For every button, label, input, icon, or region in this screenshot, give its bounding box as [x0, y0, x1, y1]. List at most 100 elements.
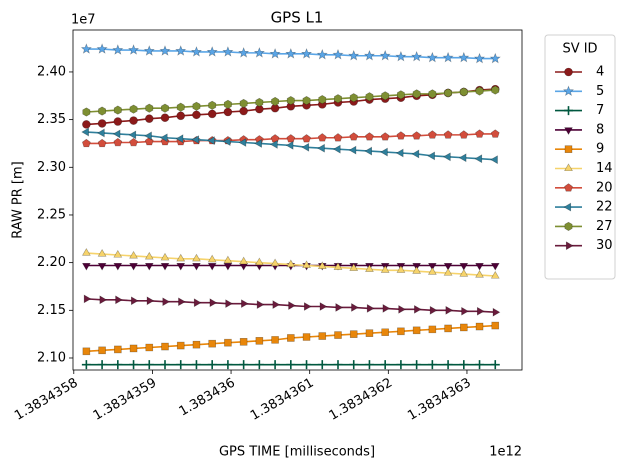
data-point — [113, 262, 123, 271]
chart-title: GPS L1 — [271, 9, 324, 27]
data-point — [316, 48, 328, 60]
data-point — [317, 360, 327, 370]
data-point — [379, 49, 391, 61]
data-point — [382, 303, 391, 313]
data-point — [318, 332, 327, 340]
data-point — [97, 262, 107, 271]
data-point — [129, 250, 138, 259]
y-tick-label: 2.20 — [37, 255, 66, 270]
data-point — [206, 46, 218, 57]
data-point — [412, 360, 422, 370]
data-point — [176, 341, 185, 350]
data-point — [81, 248, 91, 256]
data-point — [224, 338, 232, 347]
y-tick-label: 2.10 — [37, 350, 66, 365]
data-point — [239, 256, 249, 265]
plot-frame — [72, 29, 523, 371]
data-point — [160, 113, 170, 123]
data-point — [99, 295, 108, 305]
data-point — [81, 127, 89, 137]
legend-marker — [564, 67, 573, 77]
legend-marker — [564, 163, 573, 172]
data-point — [381, 91, 390, 101]
data-point — [144, 251, 154, 260]
legend-title: SV ID — [562, 42, 597, 57]
legend-label: 9 — [596, 142, 604, 157]
data-point — [191, 135, 200, 145]
x-tick-label: 1.383436 — [177, 376, 238, 420]
y-tick-label: 2.35 — [37, 112, 66, 127]
data-point — [223, 360, 233, 370]
data-point — [113, 105, 122, 115]
data-point — [334, 331, 342, 339]
data-point — [444, 88, 453, 98]
data-point — [459, 87, 468, 97]
data-point — [83, 294, 92, 304]
data-point — [459, 262, 469, 271]
data-point — [128, 130, 137, 140]
data-point — [427, 267, 437, 275]
data-point — [113, 360, 123, 370]
data-point — [349, 330, 358, 338]
legend-marker — [564, 145, 573, 153]
y-offset-label: 1e7 — [71, 13, 96, 28]
data-point — [302, 333, 311, 341]
data-point — [207, 136, 215, 146]
data-point — [490, 270, 500, 279]
data-point — [489, 52, 501, 64]
data-point — [81, 360, 91, 370]
data-point — [192, 101, 201, 111]
data-point — [366, 303, 375, 313]
data-point — [255, 97, 264, 108]
data-point — [475, 262, 484, 271]
data-point — [428, 89, 437, 99]
data-point — [192, 110, 201, 120]
data-point — [459, 268, 469, 277]
data-point — [490, 129, 500, 138]
data-point — [176, 253, 186, 262]
data-point — [460, 323, 468, 332]
data-point — [380, 147, 388, 157]
data-point — [192, 262, 201, 271]
data-point — [271, 96, 280, 107]
data-point — [475, 269, 484, 278]
data-point — [159, 45, 171, 56]
data-point — [414, 304, 422, 314]
x-tick-label: 1.3834359 — [91, 376, 159, 424]
data-point — [490, 262, 500, 271]
data-point — [302, 96, 311, 106]
legend-marker — [564, 106, 573, 116]
data-point — [288, 301, 296, 310]
data-point — [317, 133, 327, 142]
data-point — [176, 102, 185, 112]
data-point — [380, 360, 390, 370]
data-point — [286, 259, 296, 268]
data-point — [365, 132, 374, 141]
data-point — [332, 48, 344, 60]
data-point — [225, 299, 234, 309]
data-point — [82, 120, 91, 129]
data-point — [129, 137, 138, 147]
data-point — [397, 327, 405, 336]
x-tick-label: 1.3834362 — [327, 376, 395, 424]
data-point — [97, 138, 107, 148]
data-point — [412, 326, 421, 335]
data-point — [395, 148, 404, 158]
data-point — [238, 138, 247, 147]
legend-label: 22 — [596, 200, 613, 215]
y-tick-label: 2.25 — [37, 207, 66, 222]
data-point — [429, 305, 438, 315]
data-point — [255, 337, 264, 345]
data-point — [319, 302, 328, 311]
x-tick-label: 1.3834363 — [405, 376, 473, 424]
data-point — [349, 93, 358, 103]
data-point — [191, 360, 201, 370]
data-point — [96, 128, 105, 138]
data-point — [349, 360, 359, 370]
data-point — [333, 360, 343, 370]
legend-box — [544, 34, 616, 280]
data-point — [208, 100, 217, 110]
data-point — [396, 360, 406, 370]
data-point — [365, 264, 374, 272]
x-tick-label: 1.3834358 — [12, 376, 80, 424]
